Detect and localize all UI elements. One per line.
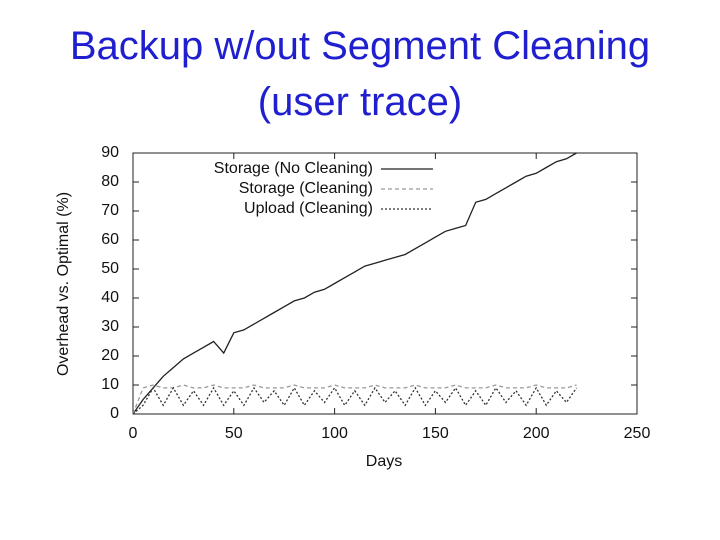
x-tick-label: 200 [523,425,550,442]
series-line [132,152,577,415]
y-tick-label: 50 [101,260,119,277]
x-axis-label: Days [366,453,402,470]
x-tick-label: 0 [129,425,138,442]
x-tick-label: 100 [321,425,348,442]
x-tick-label: 50 [225,425,243,442]
y-tick-label: 30 [101,318,119,335]
y-tick-label: 40 [101,289,119,306]
y-tick-label: 80 [101,173,119,190]
y-axis-label: Overhead vs. Optimal (%) [55,192,72,376]
series-line [132,386,578,415]
legend-label: Storage (No Cleaning) [214,160,373,177]
slide-title: Backup w/out Segment Cleaning (user trac… [69,24,651,124]
y-tick-label: 60 [101,231,119,248]
legend-label: Upload (Cleaning) [244,200,373,217]
x-tick-label: 150 [422,425,449,442]
y-tick-label: 90 [101,144,119,161]
legend-label: Storage (Cleaning) [239,180,373,197]
plot-frame [132,152,638,415]
y-tick-label: 0 [110,405,119,422]
y-tick-label: 10 [101,376,119,393]
series-line [132,384,577,415]
y-tick-label: 70 [101,202,119,219]
y-tick-label: 20 [101,347,119,364]
x-tick-label: 250 [624,425,651,442]
